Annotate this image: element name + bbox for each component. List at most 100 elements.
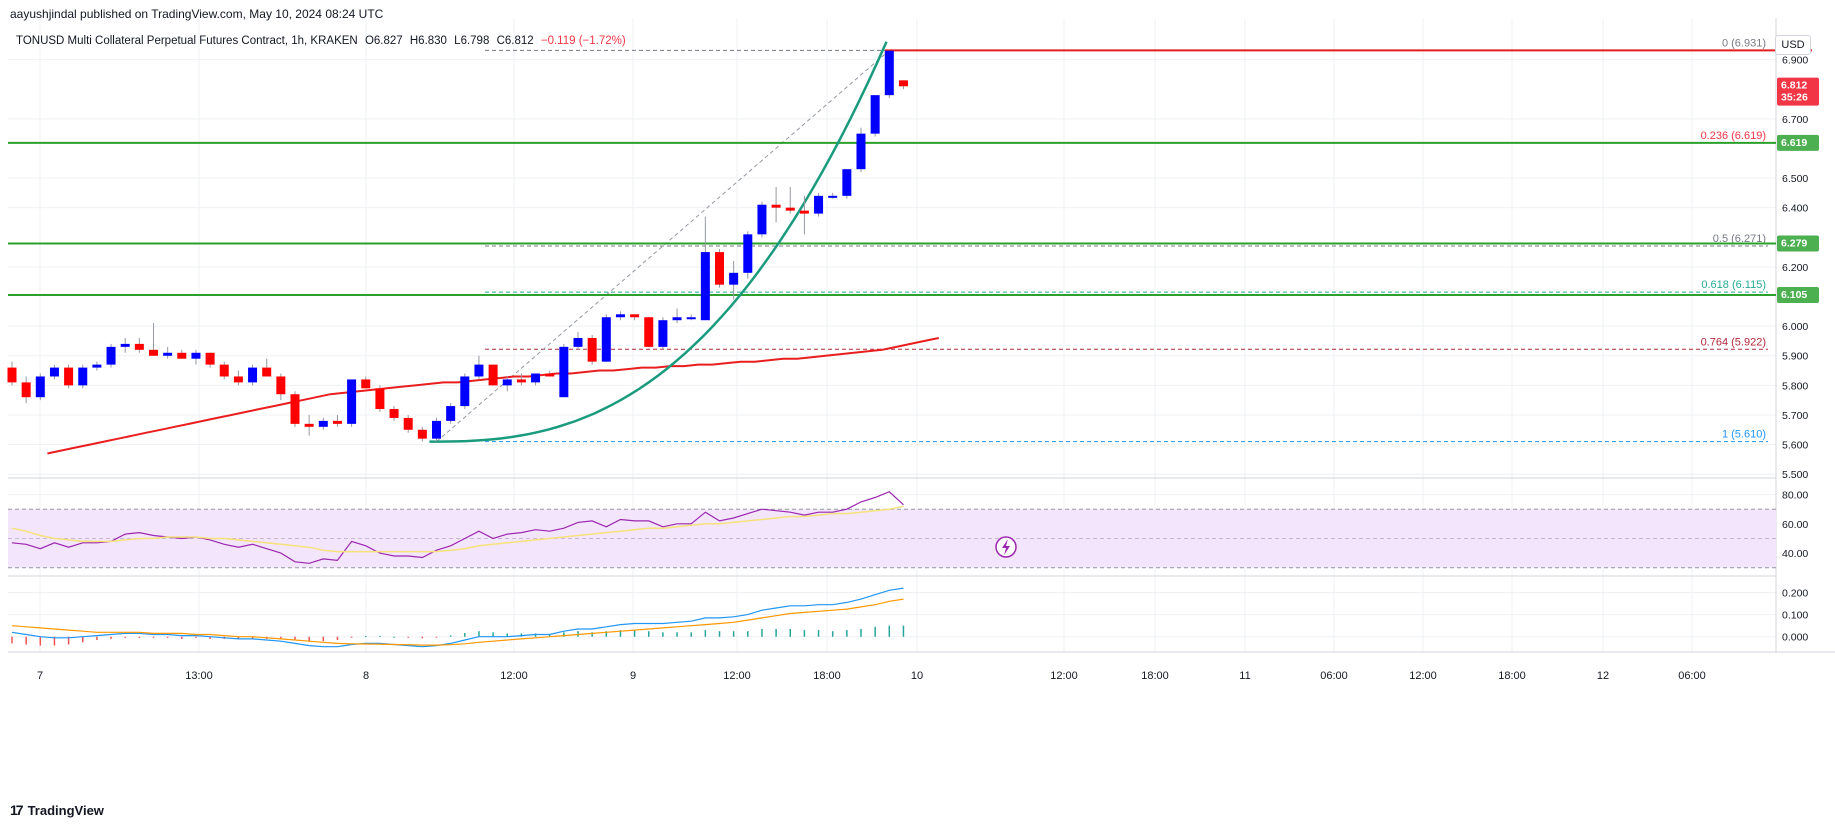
time-axis-label: 12 xyxy=(1597,670,1609,682)
candle-body xyxy=(248,367,258,383)
macd-histogram-bar xyxy=(322,636,325,642)
macd-histogram-bar xyxy=(308,636,310,642)
candle-body xyxy=(446,406,456,421)
tradingview-logo[interactable]: 17 TradingView xyxy=(10,802,104,818)
alert-icon[interactable] xyxy=(995,536,1017,558)
candle-body xyxy=(474,364,484,377)
candle-body xyxy=(715,252,724,285)
candle-body xyxy=(488,364,498,386)
candlestick-series xyxy=(7,50,908,442)
time-axis-label: 9 xyxy=(630,670,636,682)
rsi-axis-label: 80.00 xyxy=(1782,490,1808,502)
rsi-axis-label: 60.00 xyxy=(1782,519,1808,531)
time-axis-label: 18:00 xyxy=(1498,670,1526,682)
macd-histogram-bar xyxy=(619,630,622,637)
macd-histogram-bar xyxy=(39,636,42,646)
candle-body xyxy=(785,207,795,211)
candle-body xyxy=(545,373,555,377)
candle-body xyxy=(630,314,640,318)
macd-histogram-bar xyxy=(761,628,763,637)
time-axis-label: 06:00 xyxy=(1678,670,1706,682)
macd-histogram-bar xyxy=(25,636,27,645)
fib-level-label: 0.5 (6.271) xyxy=(1713,233,1766,245)
candle-body xyxy=(35,376,45,398)
close-value: C6.812 xyxy=(496,35,534,47)
time-axis-label: 18:00 xyxy=(1141,670,1169,682)
candle-body xyxy=(191,352,201,359)
rsi-axis-label: 40.00 xyxy=(1782,548,1808,560)
candle-body xyxy=(318,420,328,427)
open-value: O6.827 xyxy=(364,35,403,47)
time-axis-label: 8 xyxy=(363,670,369,682)
macd-histogram-bar xyxy=(152,636,155,638)
macd-histogram-bar xyxy=(633,630,636,637)
candle-body xyxy=(389,409,399,418)
fib-level-label: 0 (6.931) xyxy=(1722,37,1766,49)
fib-level-label: 0.618 (6.115) xyxy=(1701,279,1766,291)
macd-histogram-bar xyxy=(195,636,197,638)
candle-body xyxy=(304,423,314,427)
candle-body xyxy=(686,317,696,320)
candle-body xyxy=(290,394,300,424)
candle-body xyxy=(884,50,894,96)
macd-histogram-bar xyxy=(662,632,664,637)
macd-histogram-bar xyxy=(846,630,848,637)
price-axis-label: 6.200 xyxy=(1782,262,1808,274)
candle-body xyxy=(361,379,371,389)
change-value: −0.119 (−1.72%) xyxy=(540,35,626,47)
macd-histogram-bar xyxy=(676,632,678,637)
candle-body xyxy=(106,346,116,365)
macd-histogram-bar xyxy=(464,632,466,637)
currency-button[interactable]: USD xyxy=(1775,35,1811,55)
fib-level-label: 0.764 (5.922) xyxy=(1701,336,1766,348)
price-axis-label: 6.900 xyxy=(1782,55,1808,67)
candle-body xyxy=(814,195,824,214)
candle-body xyxy=(78,367,88,386)
time-axis[interactable]: 7 13:00 8 12:00 9 12:00 18:00 10 12:00 18:00 11 06:… xyxy=(37,670,1706,682)
macd-histogram-bar xyxy=(648,631,650,637)
price-axis[interactable]: 6.900 6.700 6.500 6.400 6.200 6.000 5.900 5.800… xyxy=(1782,55,1808,644)
macd-histogram-bar xyxy=(492,632,494,637)
macd-histogram-bar xyxy=(365,636,367,638)
macd-histogram-bar xyxy=(237,636,240,639)
macd-histogram-bar xyxy=(251,636,254,639)
candle-body xyxy=(163,352,173,356)
candle-body xyxy=(233,376,243,383)
symbol-title: TONUSD Multi Collateral Perpetual Future… xyxy=(16,35,358,47)
macd-histogram-bar xyxy=(902,625,905,637)
candle-body xyxy=(743,234,753,273)
macd-axis-label: 0.200 xyxy=(1782,587,1808,599)
macd-histogram-bar xyxy=(82,636,84,643)
candle-body xyxy=(573,337,583,347)
macd-histogram-bar xyxy=(478,631,480,637)
candle-body xyxy=(587,337,597,362)
fib-level-label: 1 (5.610) xyxy=(1722,429,1766,441)
candle-body xyxy=(375,388,385,410)
macd-histogram-bar xyxy=(775,628,777,637)
rsi-ma-line xyxy=(11,505,904,553)
high-value: H6.830 xyxy=(409,35,447,47)
time-axis-label: 10 xyxy=(911,670,923,682)
macd-histogram-bar xyxy=(407,636,409,638)
candle-body xyxy=(700,252,710,321)
candle-body xyxy=(516,379,526,383)
candle-body xyxy=(262,367,272,377)
macd-histogram-bar xyxy=(704,630,707,637)
price-axis-label: 6.700 xyxy=(1782,114,1808,126)
last-price-tag-text: 6.812 xyxy=(1781,80,1807,92)
macd-histogram-bar xyxy=(96,636,98,641)
macd-histogram-bar xyxy=(421,636,424,639)
macd-histogram-bar xyxy=(874,626,876,637)
macd-histogram-bar xyxy=(605,631,608,637)
level-tag-text: 6.619 xyxy=(1781,137,1807,149)
parabolic-curve xyxy=(429,41,888,443)
macd-histogram-bar xyxy=(888,625,891,637)
level-tag-bg xyxy=(1777,134,1819,151)
candle-body xyxy=(559,346,569,398)
macd-pane xyxy=(11,587,905,648)
candle-body xyxy=(64,367,74,386)
candle-body xyxy=(276,376,286,395)
macd-histogram-bar xyxy=(831,631,834,637)
macd-histogram-bar xyxy=(166,636,169,638)
